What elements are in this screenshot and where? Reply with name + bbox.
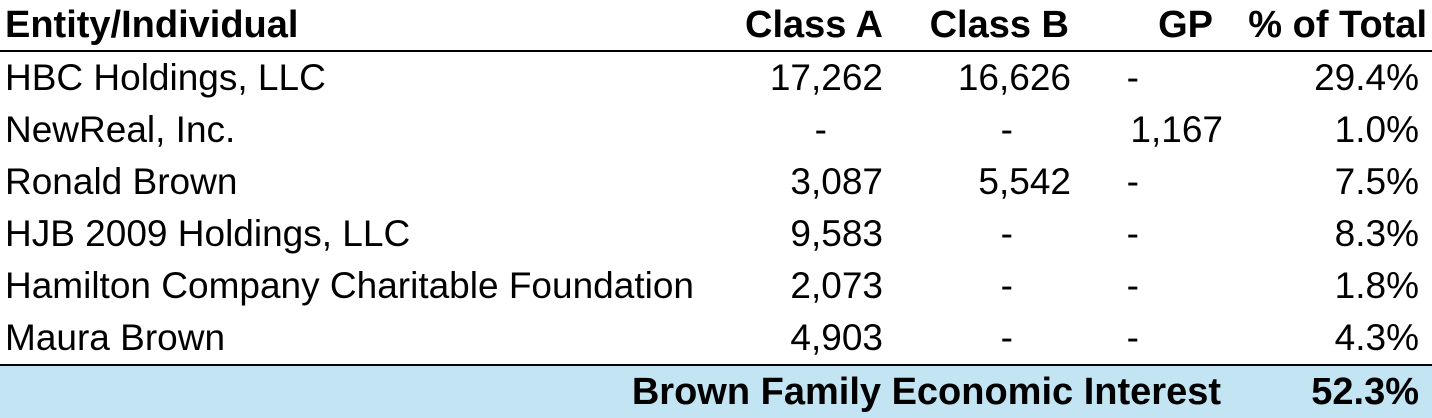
entity-cell: HJB 2009 Holdings, LLC — [5, 213, 411, 254]
entity-cell: Hamilton Company Charitable Foundation — [5, 265, 694, 306]
class-b-cell: - — [1000, 109, 1013, 150]
class-b-cell: 5,542 — [978, 161, 1071, 202]
table-row: HJB 2009 Holdings, LLC 9,583 - - 8.3% — [0, 208, 1432, 260]
column-header-gp: GP — [1075, 0, 1223, 52]
total-row-label: Brown Family Economic Interest — [0, 364, 1223, 418]
class-b-cell: 16,626 — [957, 57, 1071, 98]
class-a-cell: - — [814, 109, 827, 150]
table-row: Ronald Brown 3,087 5,542 - 7.5% — [0, 156, 1432, 208]
column-header-class-a: Class A — [690, 0, 885, 52]
pct-of-total-cell: 1.8% — [1334, 265, 1419, 306]
class-a-cell: 3,087 — [790, 161, 883, 202]
gp-cell: - — [1126, 213, 1139, 254]
gp-cell: - — [1126, 317, 1139, 358]
class-a-cell: 17,262 — [769, 57, 883, 98]
class-b-cell: - — [1000, 213, 1013, 254]
class-a-cell: 2,073 — [790, 265, 883, 306]
class-b-cell: - — [1000, 265, 1013, 306]
column-header-entity: Entity/Individual — [0, 0, 690, 52]
entity-cell: NewReal, Inc. — [5, 109, 236, 150]
total-row: Brown Family Economic Interest 52.3% — [0, 364, 1432, 418]
class-a-cell: 4,903 — [790, 317, 883, 358]
pct-of-total-cell: 8.3% — [1334, 213, 1419, 254]
class-b-cell: - — [1000, 317, 1013, 358]
gp-cell: - — [1126, 265, 1139, 306]
entity-cell: HBC Holdings, LLC — [5, 57, 326, 98]
column-header-class-b: Class B — [885, 0, 1075, 52]
header-row: Entity/Individual Class A Class B GP % o… — [0, 0, 1432, 52]
entity-cell: Ronald Brown — [5, 161, 238, 202]
pct-of-total-cell: 7.5% — [1334, 161, 1419, 202]
table-row: NewReal, Inc. - - 1,167 1.0% — [0, 104, 1432, 156]
gp-cell: - — [1126, 161, 1139, 202]
class-a-cell: 9,583 — [790, 213, 883, 254]
table-row: Hamilton Company Charitable Foundation 2,… — [0, 260, 1432, 312]
table-row: HBC Holdings, LLC 17,262 16,626 - 29.4% — [0, 51, 1432, 104]
table-row: Maura Brown 4,903 - - 4.3% — [0, 312, 1432, 365]
total-row-value: 52.3% — [1223, 364, 1432, 418]
pct-of-total-cell: 4.3% — [1334, 317, 1419, 358]
entity-cell: Maura Brown — [5, 317, 226, 358]
gp-cell: - — [1126, 57, 1139, 98]
table-body: HBC Holdings, LLC 17,262 16,626 - 29.4% NewRe… — [0, 51, 1432, 365]
pct-of-total-cell: 29.4% — [1314, 57, 1419, 98]
gp-cell: 1,167 — [1130, 109, 1223, 150]
column-header-pct-of-total: % of Total — [1223, 0, 1432, 52]
pct-of-total-cell: 1.0% — [1334, 109, 1419, 150]
